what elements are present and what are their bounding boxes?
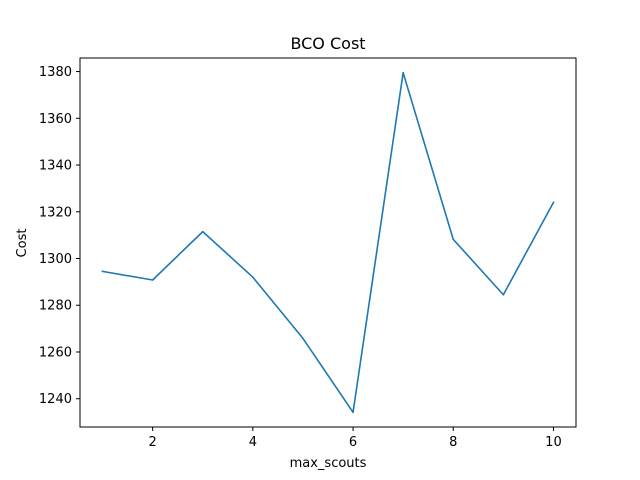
y-tick-label: 1280	[39, 299, 72, 314]
x-tick-label: 6	[349, 435, 357, 450]
y-tick-label: 1300	[39, 252, 72, 267]
x-axis-label: max_scouts	[290, 456, 367, 471]
series-line	[101, 71, 555, 414]
y-tick-label: 1360	[39, 112, 72, 127]
data-point	[402, 71, 404, 74]
data-point	[252, 276, 254, 279]
axes-frame	[79, 57, 577, 428]
data-point	[151, 279, 154, 281]
y-tick-label: 1240	[39, 392, 72, 407]
y-tick-label: 1320	[39, 205, 72, 220]
x-tick-label: 2	[149, 435, 157, 450]
data-point	[452, 238, 455, 241]
x-tick-label: 4	[249, 435, 257, 450]
data-point	[502, 293, 505, 296]
y-tick-label: 1340	[39, 159, 72, 174]
data-point	[352, 411, 354, 414]
plot-area: 2 4 6 8 10 1240 1260 1280 1300 1320 1340 1360 1380	[39, 57, 577, 450]
x-tick-label: 8	[449, 435, 457, 450]
y-axis-label: Cost	[15, 229, 30, 258]
data-point	[552, 201, 555, 204]
data-point	[201, 230, 204, 233]
chart-title: BCO Cost	[290, 34, 365, 53]
y-tick-label: 1260	[39, 345, 72, 360]
data-point	[101, 270, 104, 273]
data-point	[302, 337, 304, 340]
x-tick-label: 10	[545, 435, 562, 450]
y-tick-label: 1380	[39, 65, 72, 80]
